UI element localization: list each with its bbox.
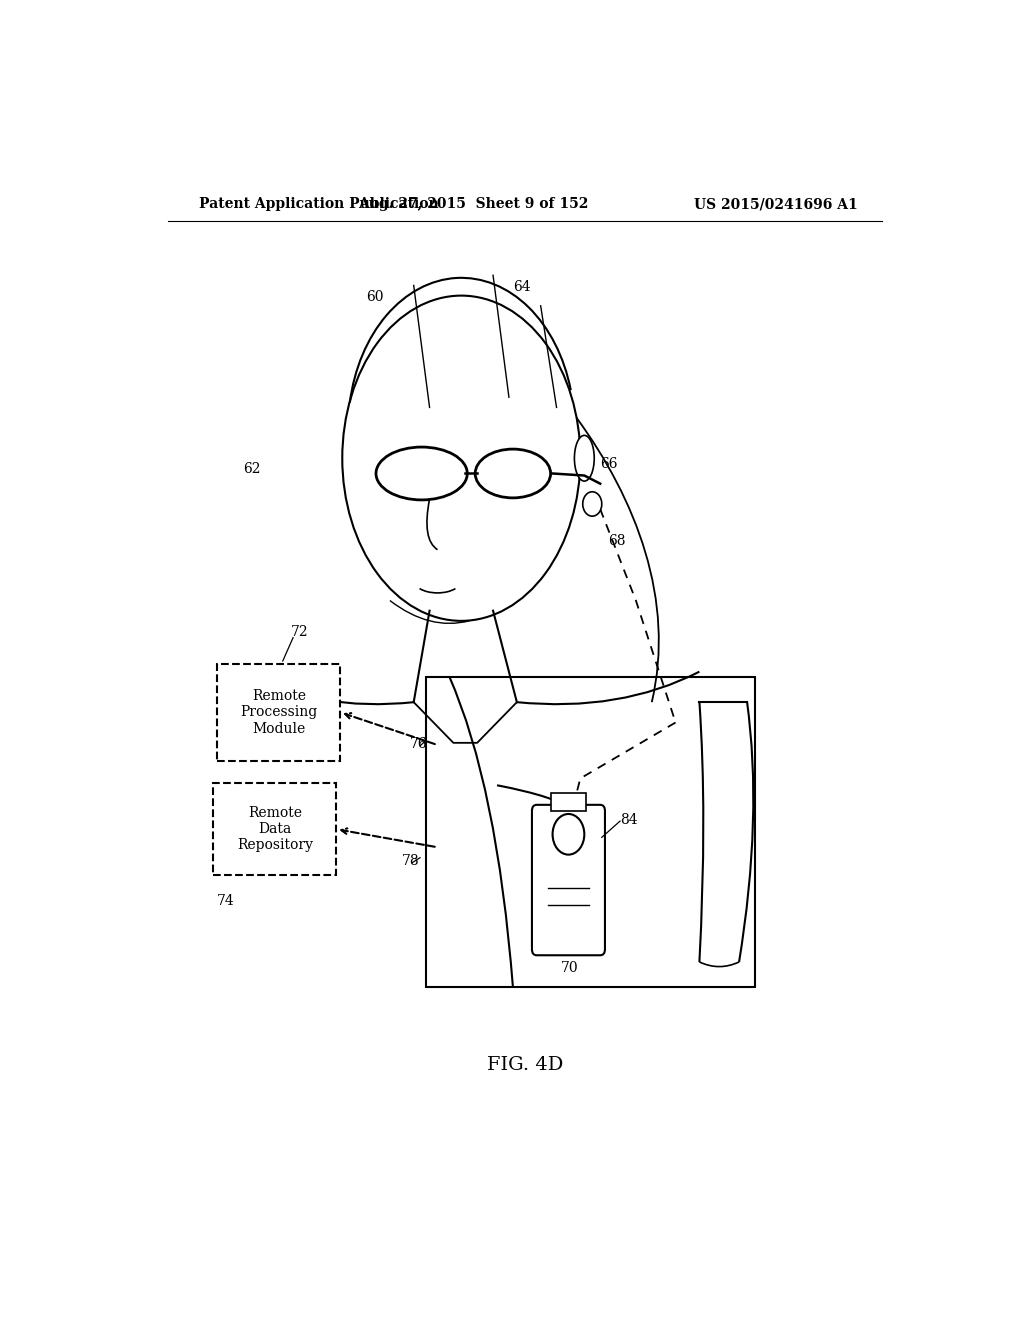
Text: 72: 72: [291, 624, 308, 639]
Text: 62: 62: [243, 462, 260, 477]
Text: Patent Application Publication: Patent Application Publication: [200, 197, 439, 211]
Bar: [551, 792, 586, 810]
Ellipse shape: [475, 449, 551, 498]
Text: 74: 74: [217, 895, 236, 908]
Text: 84: 84: [621, 813, 638, 828]
Text: 78: 78: [401, 854, 420, 867]
FancyBboxPatch shape: [217, 664, 340, 760]
Text: US 2015/0241696 A1: US 2015/0241696 A1: [694, 197, 858, 211]
Ellipse shape: [574, 436, 594, 480]
FancyBboxPatch shape: [213, 784, 336, 875]
Text: FIG. 4D: FIG. 4D: [486, 1056, 563, 1074]
Bar: [426, 677, 755, 987]
Circle shape: [583, 492, 602, 516]
Text: 76: 76: [410, 737, 427, 751]
Ellipse shape: [376, 447, 467, 500]
Circle shape: [553, 814, 585, 854]
FancyBboxPatch shape: [531, 805, 605, 956]
Text: 64: 64: [513, 280, 530, 293]
Text: Aug. 27, 2015  Sheet 9 of 152: Aug. 27, 2015 Sheet 9 of 152: [358, 197, 589, 211]
Text: 68: 68: [608, 533, 626, 548]
Text: 60: 60: [367, 289, 384, 304]
Text: Remote
Data
Repository: Remote Data Repository: [237, 807, 312, 853]
Text: 66: 66: [600, 458, 617, 471]
Text: 70: 70: [560, 961, 579, 974]
Text: Remote
Processing
Module: Remote Processing Module: [241, 689, 317, 735]
